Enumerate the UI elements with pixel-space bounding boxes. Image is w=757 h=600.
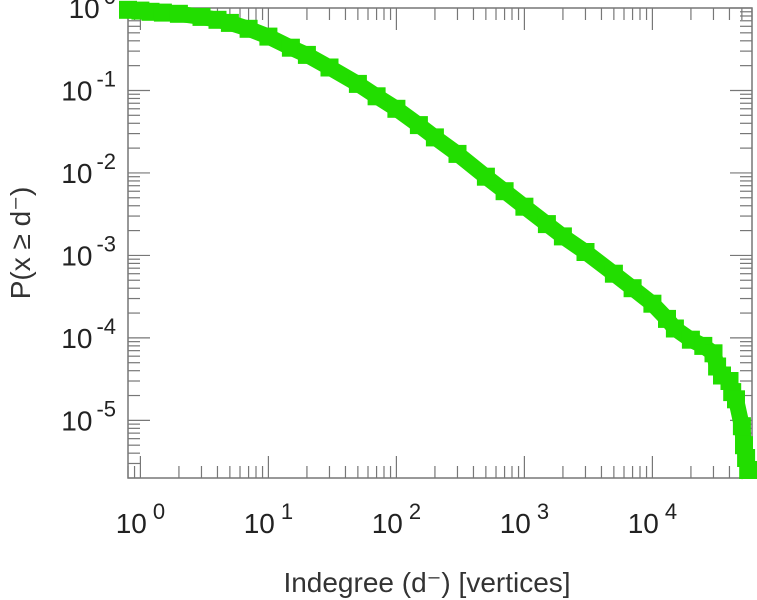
data-point <box>739 461 757 479</box>
data-series <box>119 0 757 480</box>
y-tick-labels: 100 10-1 10-2 10-3 10-4 10-5 <box>61 0 116 436</box>
data-point <box>623 279 642 298</box>
data-point <box>425 128 444 147</box>
x-tick-label: 10 1 <box>244 499 293 539</box>
data-point <box>727 390 745 409</box>
x-tick-label: 10 0 <box>116 499 165 539</box>
data-point <box>409 116 428 135</box>
data-point <box>220 13 239 32</box>
data-point <box>537 215 556 234</box>
y-tick-label: 10 -1 <box>61 66 116 106</box>
x-tick-label: 10 4 <box>628 499 677 539</box>
data-point <box>259 27 278 46</box>
data-point <box>387 99 406 118</box>
x-tick-label: 10 2 <box>372 499 421 539</box>
data-point <box>732 417 751 436</box>
data-point <box>576 243 595 261</box>
data-point <box>367 87 386 106</box>
y-tick-label: 10 -5 <box>61 396 116 436</box>
y-axis-label: P(x ≥ d⁻) <box>5 187 36 300</box>
data-point <box>448 144 467 163</box>
data-point <box>153 3 172 22</box>
x-axis-label: Indegree (d⁻) [vertices] <box>283 567 570 598</box>
axis-ticks <box>127 7 753 479</box>
x-tick-labels: 10 0 10 1 10 2 10 3 10 4 <box>116 499 677 539</box>
data-point <box>239 19 258 38</box>
data-point <box>553 227 572 246</box>
data-point <box>643 294 662 313</box>
series-line <box>119 1 757 480</box>
data-point <box>665 319 684 338</box>
x-tick-label: 10 3 <box>500 499 549 539</box>
data-point <box>169 4 188 23</box>
data-point <box>192 7 211 26</box>
plot-frame <box>127 7 753 479</box>
y-tick-label: 10 -2 <box>61 149 116 189</box>
data-point <box>281 38 300 57</box>
data-point <box>348 74 367 93</box>
data-point <box>495 182 514 201</box>
data-point <box>476 167 495 186</box>
data-point <box>297 45 316 64</box>
y-tick-label: 10 -4 <box>61 314 116 354</box>
y-tick-label: 100 <box>69 0 116 24</box>
data-point <box>320 58 339 77</box>
data-point <box>515 197 534 216</box>
data-point <box>604 264 623 283</box>
y-tick-label: 10 -3 <box>61 231 116 271</box>
